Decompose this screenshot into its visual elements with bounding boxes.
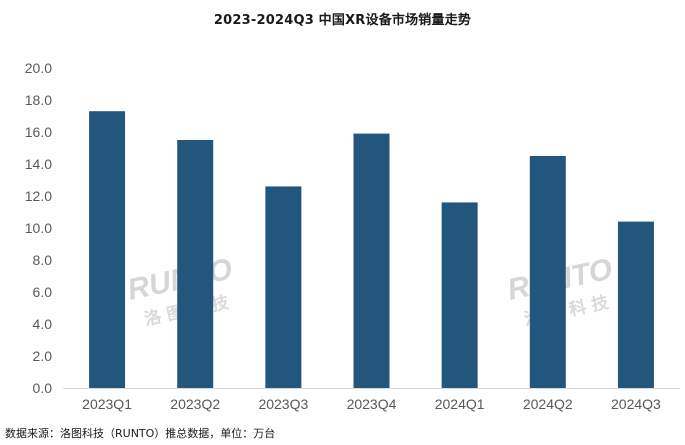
- y-tick-label: 8.0: [33, 252, 53, 268]
- bar: [617, 221, 654, 388]
- y-axis-ticks: 0.0 2.0 4.0 6.0 8.0 10.0 12.0 14.0 16.0 18.0 20.0: [25, 60, 52, 396]
- y-tick-label: 10.0: [25, 220, 52, 236]
- y-tick-label: 16.0: [25, 124, 52, 140]
- x-tick-label: 2024Q3: [611, 396, 661, 412]
- y-tick-label: 20.0: [25, 60, 52, 76]
- y-tick-label: 18.0: [25, 92, 52, 108]
- x-tick-label: 2023Q3: [258, 396, 308, 412]
- x-tick-label: 2024Q2: [523, 396, 573, 412]
- bars-group: [89, 111, 654, 388]
- x-tick-label: 2023Q2: [170, 396, 220, 412]
- x-axis-ticks: 2023Q1 2023Q2 2023Q3 2023Q4 2024Q1 2024Q2 2024…: [82, 396, 661, 412]
- x-tick-label: 2023Q1: [82, 396, 132, 412]
- bar: [353, 133, 390, 388]
- chart-title: 2023-2024Q3 中国XR设备市场销量走势: [213, 13, 472, 28]
- y-tick-label: 12.0: [25, 188, 52, 204]
- y-tick-label: 2.0: [33, 348, 53, 364]
- y-tick-label: 6.0: [33, 284, 53, 300]
- x-tick-label: 2023Q4: [347, 396, 397, 412]
- y-tick-label: 0.0: [33, 380, 53, 396]
- bar: [529, 156, 566, 388]
- bar: [177, 140, 214, 388]
- y-tick-label: 14.0: [25, 156, 52, 172]
- source-note: 数据来源：洛图科技（RUNTO）推总数据，单位：万台: [5, 427, 276, 440]
- bar: [89, 111, 126, 388]
- bar: [265, 186, 302, 388]
- y-tick-label: 4.0: [33, 316, 53, 332]
- bar: [441, 202, 478, 388]
- x-tick-label: 2024Q1: [435, 396, 485, 412]
